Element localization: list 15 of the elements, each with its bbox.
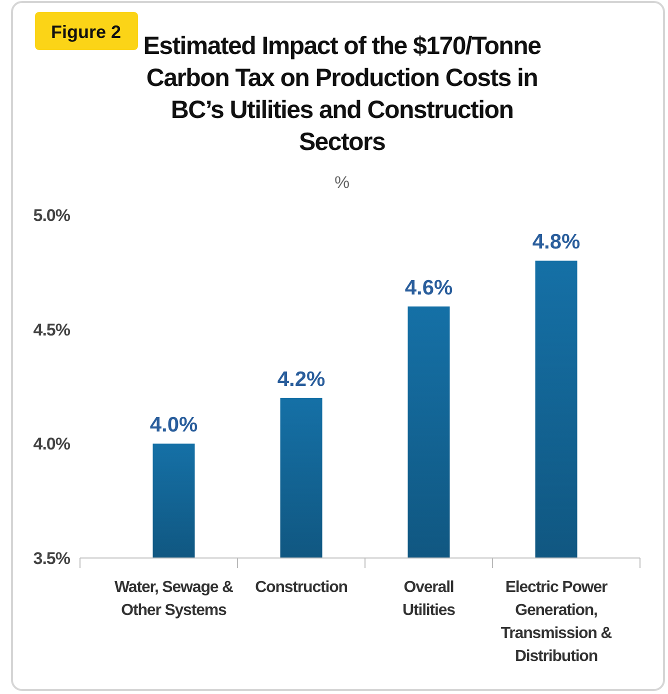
- data-label: 4.2%: [277, 368, 326, 391]
- data-label: 4.8%: [532, 230, 581, 254]
- y-tick-label: 4.0%: [33, 434, 70, 454]
- x-tick-label: Electric Power Generation, Transmission & Distribution: [500, 579, 613, 665]
- data-label: 4.0%: [150, 414, 198, 437]
- caption: Figure 2: [50, 22, 122, 42]
- chart-title: Estimated Impact of the $170/Tonne Carbon Tax on Production Costs in BC’s Utilities and Construction Sectors: [143, 32, 542, 156]
- chart-subtitle: %: [334, 173, 350, 192]
- y-tick-label: 4.5%: [33, 320, 70, 340]
- x-tick-label: Water, Sewage & Other Systems: [114, 579, 234, 619]
- x-tick-label: Construction: [255, 579, 348, 596]
- x-tick-label: Overall Utilities: [402, 579, 456, 619]
- data-label: 4.6%: [404, 276, 454, 300]
- y-tick-label: 3.5%: [33, 548, 70, 568]
- y-tick-label: 5.0%: [33, 206, 70, 225]
